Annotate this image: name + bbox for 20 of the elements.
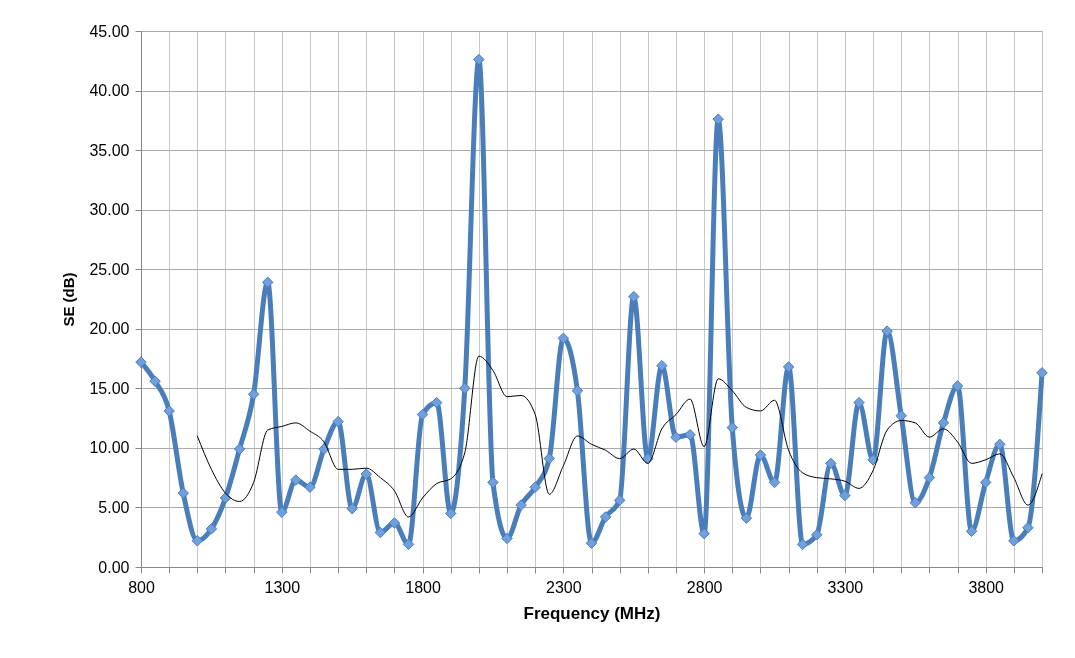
y-tick-label: 0.00	[98, 558, 130, 576]
y-tick-label: 20.00	[89, 320, 130, 338]
x-tick-label: 3300	[827, 578, 864, 596]
y-tick-label: 35.00	[89, 141, 130, 159]
y-tick-label: 5.00	[98, 498, 130, 516]
line-series	[196, 355, 1043, 518]
y-tick-label: 40.00	[89, 82, 130, 100]
y-tick-label: 10.00	[89, 439, 130, 457]
x-tick-label: 3800	[968, 578, 1005, 596]
x-tick-label: 1300	[264, 578, 301, 596]
y-tick-label: 30.00	[89, 201, 130, 219]
x-tick-label: 1800	[405, 578, 441, 596]
x-tick-label: 2300	[546, 578, 582, 596]
x-tick-label: 800	[128, 578, 155, 596]
y-tick-label: 45.00	[89, 22, 130, 40]
x-axis-title: Frequency (MHz)	[523, 603, 661, 623]
y-tick-label: 25.00	[89, 260, 130, 278]
y-tick-label: 15.00	[89, 379, 130, 397]
x-tick-label: 2800	[686, 578, 723, 596]
y-axis-title: SE (dB)	[60, 272, 78, 327]
